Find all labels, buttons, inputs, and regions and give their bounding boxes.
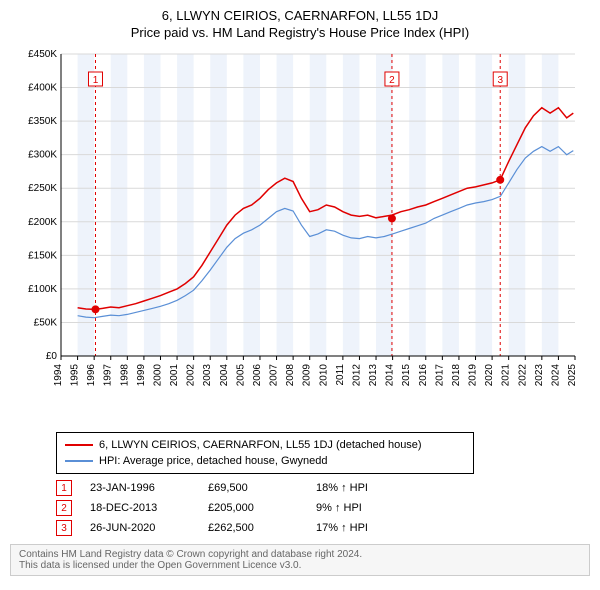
svg-text:2024: 2024 (550, 364, 561, 387)
event-date-3: 26-JUN-2020 (90, 522, 190, 534)
legend-row-1: 6, LLWYN CEIRIOS, CAERNARFON, LL55 1DJ (… (65, 437, 465, 453)
svg-text:2003: 2003 (202, 364, 213, 387)
svg-text:2019: 2019 (468, 364, 479, 387)
svg-text:£450K: £450K (28, 49, 57, 60)
svg-text:2: 2 (389, 75, 395, 86)
page: 6, LLWYN CEIRIOS, CAERNARFON, LL55 1DJ P… (0, 0, 600, 590)
svg-text:2004: 2004 (219, 364, 230, 387)
event-row-1: 1 23-JAN-1996 £69,500 18% ↑ HPI (56, 478, 590, 498)
svg-text:2022: 2022 (517, 364, 528, 387)
svg-text:1: 1 (93, 75, 99, 86)
svg-text:2023: 2023 (534, 364, 545, 387)
legend-row-2: HPI: Average price, detached house, Gwyn… (65, 453, 465, 469)
event-price-2: £205,000 (208, 502, 298, 514)
event-marker-2-icon: 2 (56, 500, 72, 516)
svg-text:2012: 2012 (351, 364, 362, 387)
svg-text:2007: 2007 (269, 364, 280, 387)
svg-text:£250K: £250K (28, 183, 57, 194)
svg-text:2018: 2018 (451, 364, 462, 387)
page-subtitle: Price paid vs. HM Land Registry's House … (10, 25, 590, 40)
svg-text:2015: 2015 (401, 364, 412, 387)
legend-swatch-2 (65, 460, 93, 462)
event-date-2: 18-DEC-2013 (90, 502, 190, 514)
event-row-2: 2 18-DEC-2013 £205,000 9% ↑ HPI (56, 498, 590, 518)
footer: Contains HM Land Registry data © Crown c… (10, 544, 590, 576)
svg-text:2010: 2010 (318, 364, 329, 387)
svg-text:2013: 2013 (368, 364, 379, 387)
svg-text:£350K: £350K (28, 116, 57, 127)
svg-text:1998: 1998 (119, 364, 130, 387)
legend-label-1: 6, LLWYN CEIRIOS, CAERNARFON, LL55 1DJ (… (99, 439, 422, 451)
chart-svg: £0 £50K £100K £150K £200K £250K £300K £350K £400… (15, 46, 585, 426)
legend-swatch-1 (65, 444, 93, 446)
svg-text:1996: 1996 (86, 364, 97, 387)
svg-text:2001: 2001 (169, 364, 180, 387)
svg-text:2017: 2017 (434, 364, 445, 387)
chart-area: £0 £50K £100K £150K £200K £250K £300K £350K £400… (15, 46, 585, 426)
event-pct-3: 17% ↑ HPI (316, 522, 368, 534)
svg-text:2011: 2011 (335, 364, 346, 386)
event-row-3: 3 26-JUN-2020 £262,500 17% ↑ HPI (56, 518, 590, 538)
event-marker-1-icon: 1 (56, 480, 72, 496)
svg-text:2009: 2009 (302, 364, 313, 387)
svg-text:£150K: £150K (28, 250, 57, 261)
page-title: 6, LLWYN CEIRIOS, CAERNARFON, LL55 1DJ (10, 8, 590, 23)
svg-text:£400K: £400K (28, 83, 57, 94)
footer-line-2: This data is licensed under the Open Gov… (19, 560, 581, 571)
svg-text:2000: 2000 (152, 364, 163, 387)
event-price-3: £262,500 (208, 522, 298, 534)
svg-text:2008: 2008 (285, 364, 296, 387)
event-price-1: £69,500 (208, 482, 298, 494)
svg-text:2020: 2020 (484, 364, 495, 387)
event-date-1: 23-JAN-1996 (90, 482, 190, 494)
svg-text:2016: 2016 (418, 364, 429, 387)
legend: 6, LLWYN CEIRIOS, CAERNARFON, LL55 1DJ (… (56, 432, 474, 474)
svg-text:£50K: £50K (34, 317, 58, 328)
svg-text:1999: 1999 (136, 364, 147, 387)
legend-label-2: HPI: Average price, detached house, Gwyn… (99, 455, 328, 467)
svg-text:1994: 1994 (53, 364, 64, 387)
svg-text:£300K: £300K (28, 150, 57, 161)
event-pct-1: 18% ↑ HPI (316, 482, 368, 494)
svg-text:2021: 2021 (501, 364, 512, 387)
svg-text:£200K: £200K (28, 217, 57, 228)
svg-text:1997: 1997 (103, 364, 114, 387)
svg-text:2002: 2002 (186, 364, 197, 387)
svg-text:1995: 1995 (70, 364, 81, 387)
footer-line-1: Contains HM Land Registry data © Crown c… (19, 549, 581, 560)
svg-text:£0: £0 (46, 351, 58, 362)
svg-text:2006: 2006 (252, 364, 263, 387)
svg-text:2014: 2014 (385, 364, 396, 387)
event-marker-3-icon: 3 (56, 520, 72, 536)
svg-text:2005: 2005 (235, 364, 246, 387)
svg-text:3: 3 (497, 75, 503, 86)
event-pct-2: 9% ↑ HPI (316, 502, 362, 514)
svg-text:2025: 2025 (567, 364, 578, 387)
events-table: 1 23-JAN-1996 £69,500 18% ↑ HPI 2 18-DEC… (56, 478, 590, 538)
svg-text:£100K: £100K (28, 284, 57, 295)
